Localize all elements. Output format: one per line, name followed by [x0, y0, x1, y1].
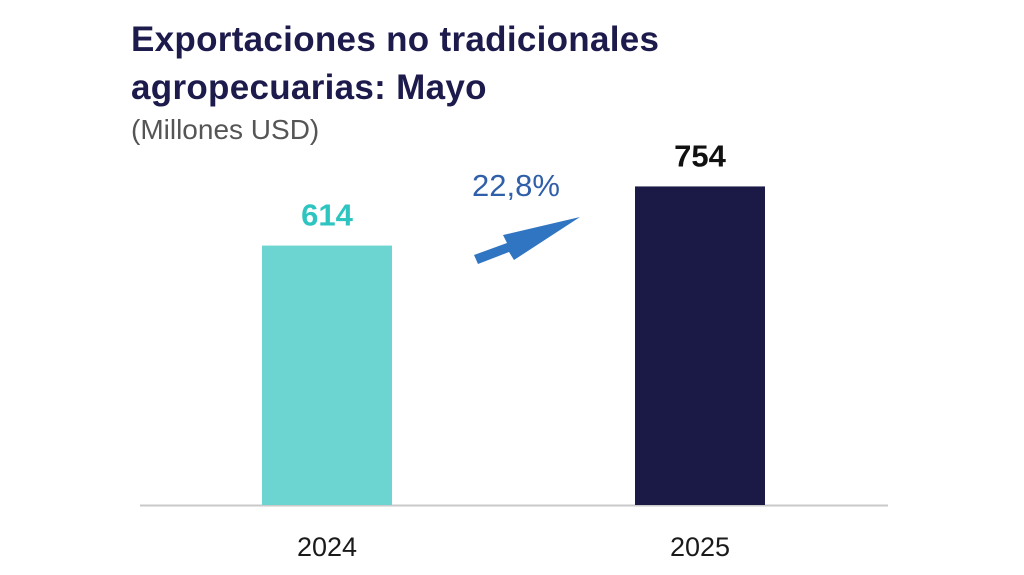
chart-title-line-1: Exportaciones no tradicionales	[131, 20, 660, 59]
chart-title: Exportaciones no tradicionales agropecua…	[131, 16, 659, 112]
chart-subtitle: (Millones USD)	[131, 114, 320, 145]
bar-2024	[262, 245, 392, 505]
data-label-2025: 754	[674, 138, 726, 173]
growth-percent-label: 22,8%	[472, 168, 560, 203]
x-tick-label-2024: 2024	[297, 532, 357, 562]
x-tick-label-2025: 2025	[670, 532, 730, 562]
growth-arrow-icon	[474, 217, 580, 264]
chart-title-line-2: agropecuarias: Mayo	[131, 68, 487, 107]
bar-2025	[635, 186, 765, 505]
data-label-2024: 614	[301, 198, 353, 233]
